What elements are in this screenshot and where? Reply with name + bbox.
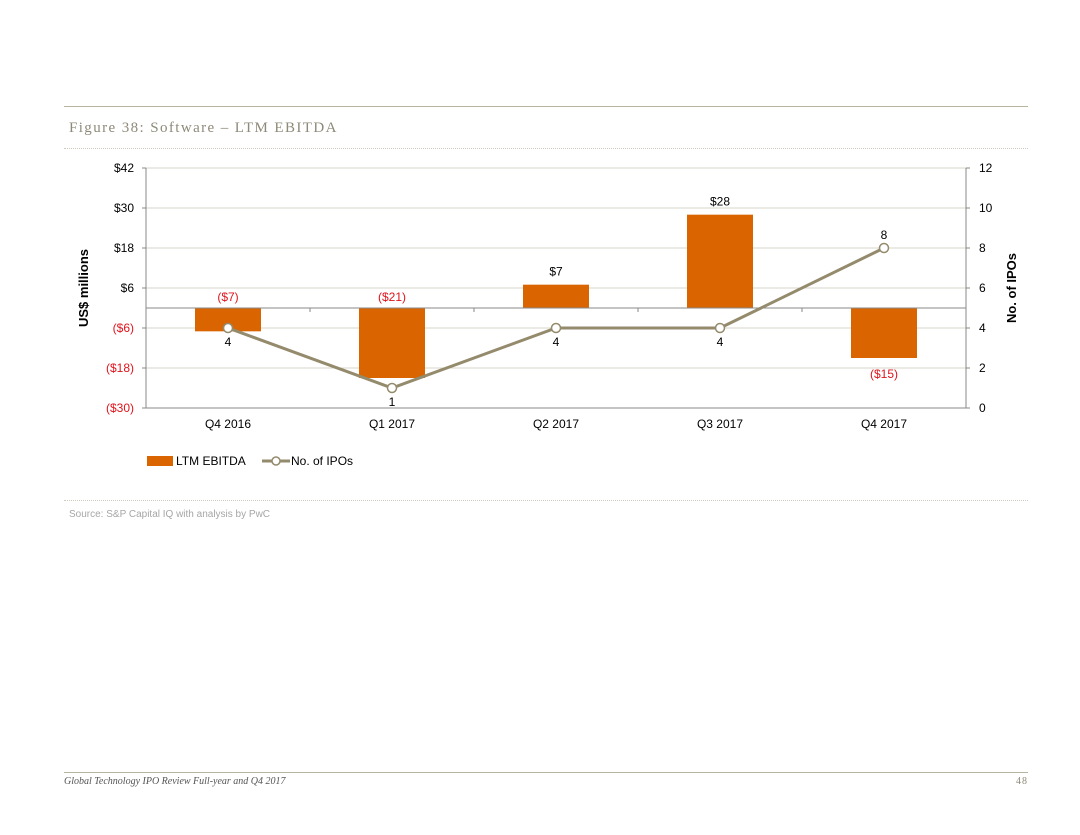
line-point — [222, 322, 234, 334]
bar-series — [195, 214, 917, 378]
right-tick-label: 0 — [979, 401, 986, 415]
line-point — [550, 322, 562, 334]
data-labels: ($7) ($21) $7 $28 ($15) 4 1 4 4 8 — [217, 195, 898, 409]
left-tick-label: ($18) — [106, 361, 134, 375]
bar-data-label: ($7) — [217, 290, 238, 304]
line-data-label: 1 — [389, 395, 396, 409]
left-tick-label: ($30) — [106, 401, 134, 415]
bar-ebitda — [687, 214, 753, 308]
line-data-label: 8 — [881, 228, 888, 242]
bar-ebitda — [195, 308, 261, 332]
bar-ebitda — [851, 308, 917, 358]
category-label: Q2 2017 — [533, 417, 579, 431]
left-tick-label: ($6) — [113, 321, 134, 335]
axes: $42 $30 $18 $6 ($6) ($18) ($30) 12 10 8 6 4 2 0 Q4 201… — [76, 161, 1019, 431]
category-label: Q1 2017 — [369, 417, 415, 431]
line-point — [714, 322, 726, 334]
left-tick-label: $42 — [114, 161, 134, 175]
right-tick-label: 2 — [979, 361, 986, 375]
right-tick-label: 6 — [979, 281, 986, 295]
footer-rule — [64, 772, 1028, 773]
left-tick-label: $6 — [121, 281, 135, 295]
legend-marker-ipos — [271, 456, 281, 466]
legend: LTM EBITDA No. of IPOs — [147, 454, 353, 468]
source-note: Source: S&P Capital IQ with analysis by … — [69, 509, 271, 520]
title-divider — [64, 148, 1028, 149]
line-data-label: 4 — [553, 335, 560, 349]
gridlines — [146, 167, 966, 369]
right-axis-title: No. of IPOs — [1004, 253, 1019, 323]
bar-data-label: $28 — [710, 195, 730, 209]
bar-data-label: $7 — [549, 265, 563, 279]
right-tick-label: 10 — [979, 201, 993, 215]
left-tick-label: $30 — [114, 201, 134, 215]
bar-data-label: ($15) — [870, 367, 898, 381]
left-axis-title: US$ millions — [76, 249, 91, 327]
legend-label-ebitda: LTM EBITDA — [176, 454, 246, 468]
source-divider — [64, 500, 1028, 501]
bar-ebitda — [359, 308, 425, 378]
line-point — [878, 242, 890, 254]
top-rule — [64, 106, 1028, 107]
bar-ebitda — [523, 284, 589, 308]
legend-label-ipos: No. of IPOs — [291, 454, 353, 468]
page-number: 48 — [1016, 776, 1028, 787]
right-tick-label: 12 — [979, 161, 993, 175]
footer-title: Global Technology IPO Review Full-year a… — [64, 776, 286, 787]
legend-swatch-ebitda — [147, 456, 173, 466]
line-series — [222, 242, 890, 394]
bar-data-label: ($21) — [378, 290, 406, 304]
line-data-label: 4 — [717, 335, 724, 349]
right-tick-label: 4 — [979, 321, 986, 335]
figure-title: Figure 38: Software – LTM EBITDA — [69, 120, 338, 136]
left-tick-label: $18 — [114, 241, 134, 255]
ebitda-chart: $42 $30 $18 $6 ($6) ($18) ($30) 12 10 8 6 4 2 0 Q4 201… — [76, 161, 1019, 468]
category-label: Q3 2017 — [697, 417, 743, 431]
right-tick-label: 8 — [979, 241, 986, 255]
line-data-label: 4 — [225, 335, 232, 349]
line-point — [386, 382, 398, 394]
category-label: Q4 2017 — [861, 417, 907, 431]
category-label: Q4 2016 — [205, 417, 251, 431]
